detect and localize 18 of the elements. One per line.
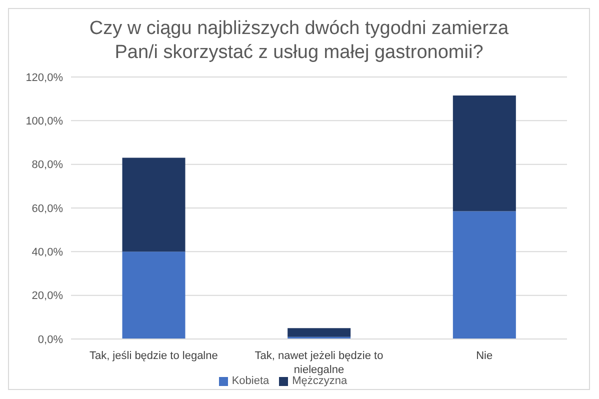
- bar: [452, 96, 516, 212]
- bar: [122, 158, 186, 252]
- y-tick-label: 120,0%: [26, 72, 64, 84]
- x-tick-label: Tak, nawet jeżeli będzie to nielegalne: [254, 350, 384, 376]
- bar: [452, 211, 516, 339]
- x-tick-label: Tak, jeśli będzie to legalne: [89, 350, 218, 362]
- x-tick-label: Nie: [476, 350, 493, 362]
- y-tick-label: 80,0%: [32, 159, 64, 172]
- y-tick-label: 20,0%: [32, 290, 64, 302]
- y-tick-label: 100,0%: [26, 116, 64, 128]
- y-tick-label: 60,0%: [32, 202, 64, 215]
- y-tick-label: 40,0%: [32, 246, 64, 259]
- legend-label: Mężczyzna: [292, 375, 348, 387]
- bar: [288, 328, 351, 337]
- chart-title: Czy w ciągu najbliższych dwóch tygodni zamierza Pan/i skorzystać z usług małej gastronomii?: [88, 17, 510, 65]
- bar: [122, 252, 186, 339]
- y-tick-label: 0,0%: [38, 334, 64, 346]
- legend-label: Kobieta: [232, 375, 270, 387]
